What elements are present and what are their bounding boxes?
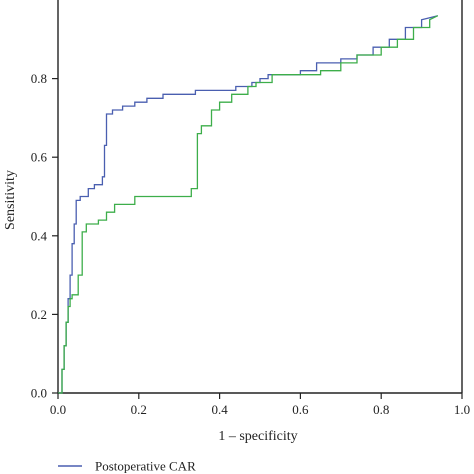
x-axis-title: 1 – specificity [218, 429, 297, 444]
x-tick-label: 0.2 [131, 402, 147, 417]
legend-label: Postoperative CAR [95, 459, 196, 474]
series-layer [58, 15, 439, 394]
plot-area [57, 0, 463, 394]
x-tick-label: 1.0 [454, 402, 470, 417]
x-tick-label: 0.4 [211, 402, 228, 417]
series-line-1 [58, 15, 438, 394]
legend: Postoperative CAR [58, 459, 196, 474]
series-line-2 [58, 15, 439, 394]
x-tick-label: 0.8 [373, 402, 389, 417]
y-axis-title: Sensitivity [3, 170, 18, 230]
x-tick-label: 0.6 [292, 402, 309, 417]
y-tick-label: 0.2 [31, 307, 47, 322]
x-tick-label: 0.0 [50, 402, 66, 417]
y-tick-label: 0.4 [31, 228, 48, 243]
axes-layer: 0.0 0.2 0.4 0.6 0.8 1.0 0.0 0.2 0.4 0.6 0.8 [31, 71, 470, 417]
y-tick-label: 0.0 [31, 386, 47, 401]
y-tick-label: 0.8 [31, 71, 47, 86]
y-tick-label: 0.6 [31, 150, 48, 165]
